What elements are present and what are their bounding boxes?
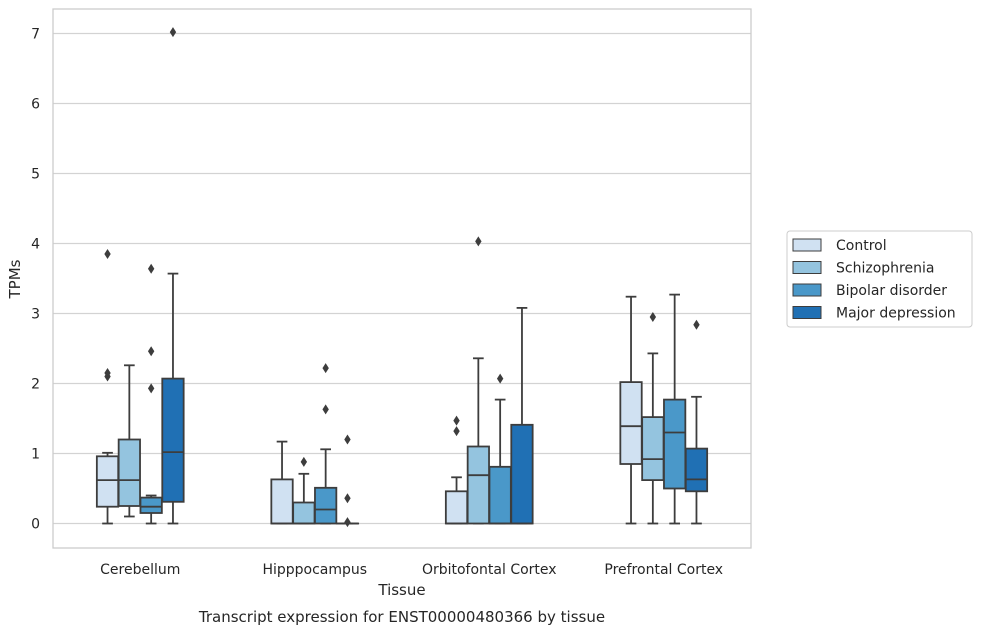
outlier-point [104,368,111,378]
y-axis-label: TPMs [6,259,24,299]
legend-swatch [792,283,822,297]
x-tick-label: Prefrontal Cortex [604,562,723,578]
box-0-2 [139,263,163,525]
outlier-point [147,263,155,274]
outlier-point [300,456,308,467]
y-tick-label: 4 [31,237,40,253]
plot-frame [52,8,752,549]
box-iqr [139,496,163,514]
y-tick-label: 3 [31,307,40,323]
box-iqr [641,416,665,482]
box-1-3 [335,434,360,528]
outlier-point [496,373,504,384]
y-tick-label: 7 [31,27,40,43]
box-2-2 [488,373,512,525]
outlier-point [453,415,460,426]
y-tick-label: 5 [31,167,40,183]
y-tick-labels: 0 1 2 3 4 5 6 7 [31,27,40,533]
outlier-point [169,27,177,38]
box-iqr [663,398,687,490]
box-iqr [488,465,512,525]
box-3-1 [641,312,665,525]
x-axis-label: Tissue [377,581,425,599]
box-2-0 [444,415,469,525]
x-tick-labels: Cerebellum Hipppocampus Orbitofontal Corte… [100,562,723,578]
box-iqr [684,447,709,493]
outlier-point [147,346,155,357]
legend: Control Schizophrenia Bipolar disorder Majo… [786,230,973,328]
legend-label: Control [836,238,887,254]
box-0-3 [161,27,185,525]
outlier-point [693,319,700,330]
outlier-point [344,517,351,528]
box-2-3 [510,306,534,525]
box-iqr [444,490,469,525]
y-tick-label: 0 [31,517,40,533]
box-2-1 [466,236,490,525]
outlier-point [649,312,657,322]
legend-swatch [792,261,822,274]
x-tick-label: Orbitofontal Cortex [422,562,557,578]
box-iqr [161,377,185,503]
x-tick-label: Hipppocampus [262,562,367,578]
y-tick-label: 1 [31,447,40,463]
outlier-point [322,363,329,374]
box-0-1 [117,364,141,518]
box-1-0 [270,440,294,525]
outlier-point [322,404,329,415]
box-3-2 [663,293,687,525]
outlier-point [147,383,155,394]
box-iqr [466,445,490,525]
y-tick-label: 2 [31,377,40,393]
outlier-point [344,493,351,504]
legend-label: Bipolar disorder [836,283,947,299]
box-plot-area [95,27,709,528]
outlier-point [104,249,111,259]
box-1-2 [314,363,338,525]
box-3-0 [619,295,643,525]
box-3-3 [684,319,709,525]
legend-swatch [792,238,822,252]
outlier-point [453,426,460,437]
box-iqr [292,501,316,525]
legend-label: Schizophrenia [836,261,934,277]
x-tick-label: Cerebellum [100,562,180,578]
box-iqr [510,423,534,525]
box-iqr [314,486,338,525]
legend-label: Major depression [836,306,956,322]
legend-frame [786,230,973,328]
figure-caption: Transcript expression for ENST0000048036… [198,608,605,626]
box-1-1 [292,456,316,525]
box-0-0 [95,249,120,525]
outlier-point [344,434,351,445]
y-tick-label: 6 [31,97,40,113]
box-iqr [117,438,141,507]
box-iqr [619,381,643,465]
box-iqr [95,455,120,508]
box-iqr [270,478,294,525]
legend-swatch [792,306,822,319]
outlier-point [475,236,482,247]
